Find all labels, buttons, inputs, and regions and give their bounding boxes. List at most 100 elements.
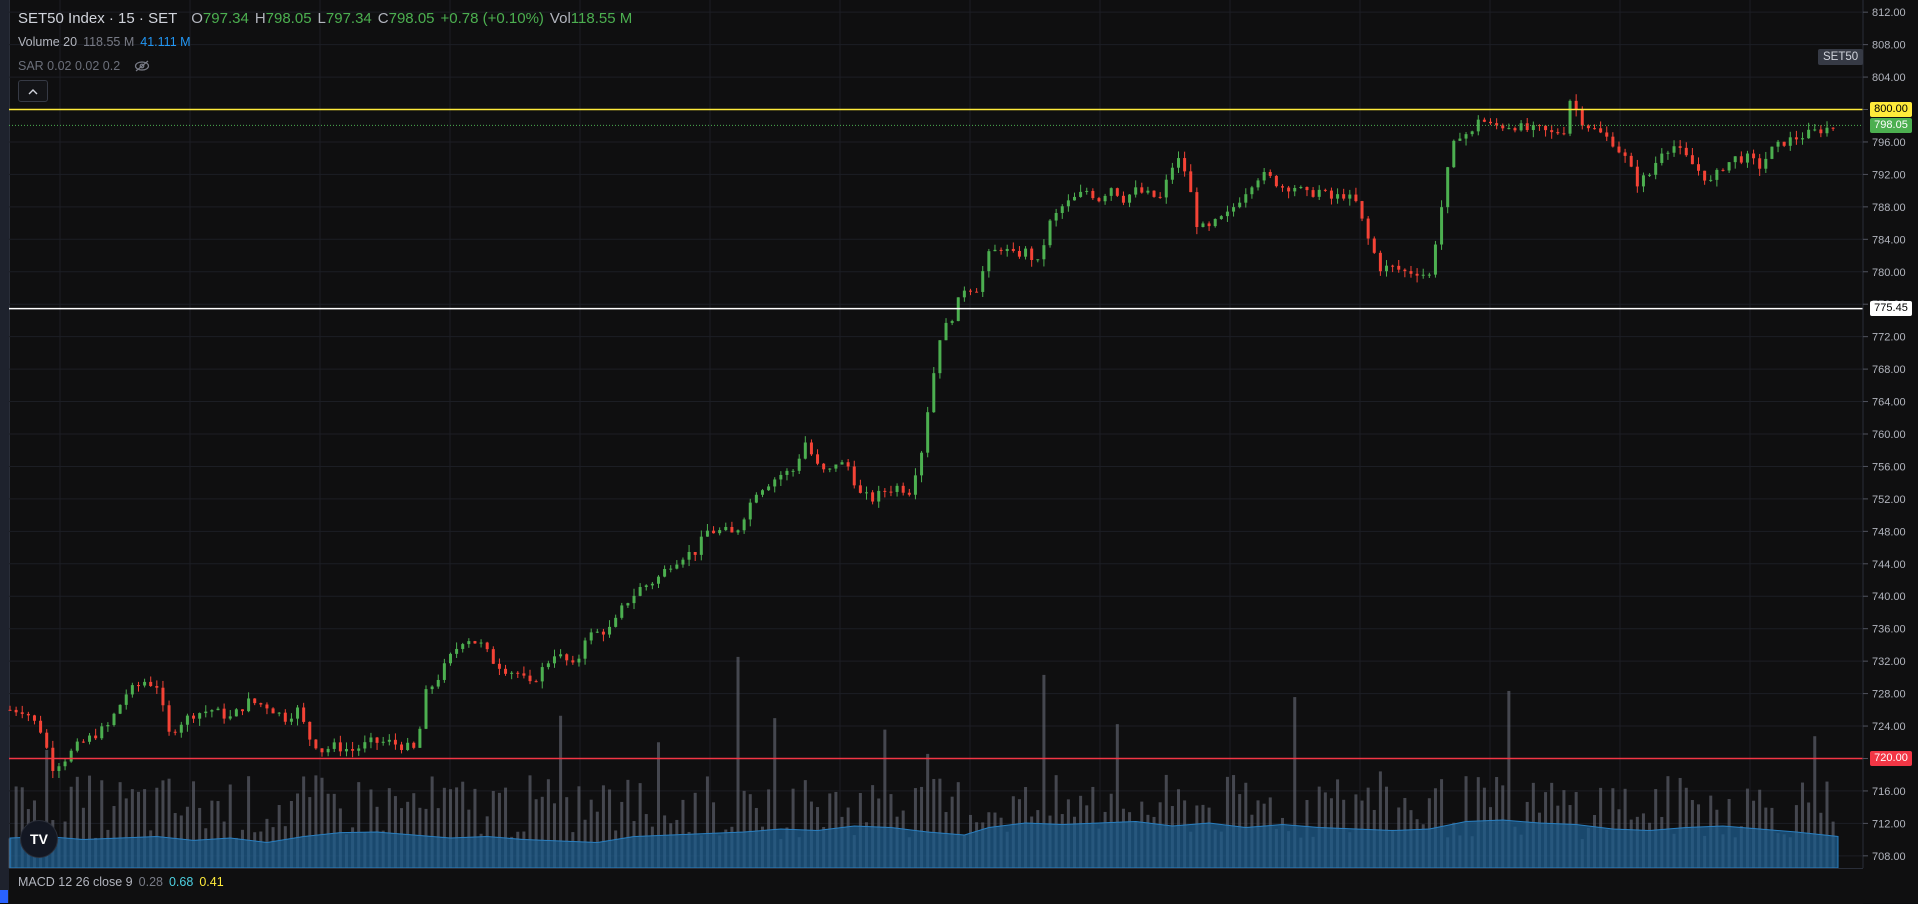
candle-body <box>302 707 306 722</box>
symbol-legend[interactable]: SET50 Index · 15 · SET O797.34 H798.05 L… <box>18 10 632 27</box>
volume-indicator-label[interactable]: Volume 20 <box>18 35 78 49</box>
candle-body <box>1764 158 1768 169</box>
candle-body <box>1476 119 1480 132</box>
volume-bar <box>497 792 501 868</box>
left-toolbar[interactable] <box>0 0 10 903</box>
volume-bar <box>595 811 599 868</box>
candle-body <box>748 502 752 520</box>
candle-body <box>136 685 140 687</box>
candle-body <box>124 694 128 705</box>
symbol-title[interactable]: SET50 Index · 15 · SET <box>18 10 178 27</box>
volume-bar <box>1678 777 1682 868</box>
collapse-legend-button[interactable] <box>18 80 48 102</box>
volume-bar <box>1232 775 1236 868</box>
scroll-marker[interactable] <box>0 890 8 903</box>
volume-bar <box>1042 674 1046 868</box>
volume-bar <box>1825 781 1829 868</box>
hidden-eye-icon[interactable] <box>134 60 150 72</box>
candle-body <box>1703 170 1707 181</box>
candle-body <box>669 568 673 570</box>
candle-body <box>552 656 556 664</box>
candle-body <box>1177 158 1181 168</box>
volume-bar <box>247 776 251 868</box>
candle-body <box>461 644 465 649</box>
volume-legend[interactable]: Volume 20 118.55 M 41.111 M <box>18 35 191 49</box>
volume-bar <box>302 776 306 868</box>
candle-body <box>1617 146 1621 153</box>
volume-bar <box>883 729 887 868</box>
candle-body <box>895 485 899 492</box>
volume-bar <box>192 781 196 868</box>
axis-tick-label: 752.00 <box>1872 494 1906 506</box>
candle-body <box>571 660 575 663</box>
candle-body <box>1091 190 1095 199</box>
candle-body <box>1452 140 1456 168</box>
tradingview-logo[interactable]: TV <box>20 820 58 858</box>
open-value: 797.34 <box>202 10 249 27</box>
volume-bar <box>534 799 538 868</box>
macd-indicator-label[interactable]: MACD 12 26 close 9 <box>18 875 133 889</box>
macd-pane[interactable] <box>9 868 1863 904</box>
candle-body <box>1629 155 1633 167</box>
sar-legend[interactable]: SAR 0.02 0.02 0.2 <box>18 59 150 73</box>
axis-tick-label: 716.00 <box>1872 786 1906 798</box>
candle-body <box>1813 129 1817 131</box>
candle-body <box>1354 194 1358 202</box>
candle-body <box>773 479 777 487</box>
candle-body <box>75 741 79 751</box>
macd-legend[interactable]: MACD 12 26 close 9 0.28 0.68 0.41 <box>18 875 224 889</box>
axis-tick-label: 732.00 <box>1872 656 1906 668</box>
volume-bar <box>1336 779 1340 868</box>
candle-body <box>1317 189 1321 197</box>
price-tag-800.00: 800.00 <box>1870 102 1912 117</box>
candle-body <box>344 749 348 752</box>
candle-body <box>1586 125 1590 129</box>
candle-body <box>1788 137 1792 146</box>
candle-body <box>1648 174 1652 176</box>
candle-body <box>277 712 281 714</box>
candle-body <box>222 708 226 719</box>
candle-body <box>968 290 972 292</box>
candle-body <box>1641 175 1645 187</box>
candle-body <box>289 718 293 722</box>
volume-bar <box>387 788 391 868</box>
candle-body <box>192 715 196 719</box>
volume-bar <box>938 778 942 868</box>
candle-body <box>240 709 244 712</box>
candle-body <box>1684 147 1688 156</box>
candle-body <box>1513 128 1517 131</box>
candle-body <box>1219 216 1223 220</box>
volume-bar <box>1115 724 1119 868</box>
candle-body <box>1085 190 1089 192</box>
candle-body <box>1017 250 1021 257</box>
candle-body <box>1690 155 1694 165</box>
candle-body <box>1329 190 1333 199</box>
candle-body <box>663 568 667 577</box>
candle-body <box>1482 119 1486 122</box>
volume-bar <box>601 785 605 868</box>
candle-body <box>234 709 238 717</box>
candle-body <box>614 617 618 627</box>
open-label: O <box>191 10 203 27</box>
candle-body <box>1556 132 1560 134</box>
candle-body <box>650 583 654 586</box>
candle-body <box>375 737 379 743</box>
candle-body <box>1378 252 1382 272</box>
candle-body <box>1825 127 1829 134</box>
candle-body <box>724 526 728 531</box>
candle-body <box>767 486 771 491</box>
candle-body <box>1654 162 1658 175</box>
candle-body <box>32 715 36 721</box>
candle-body <box>296 707 300 719</box>
candle-body <box>1421 274 1425 276</box>
candle-body <box>1207 223 1211 227</box>
sar-indicator-label[interactable]: SAR 0.02 0.02 0.2 <box>18 59 121 73</box>
candle-body <box>448 653 452 664</box>
candle-body <box>1611 136 1615 147</box>
candle-body <box>1770 146 1774 159</box>
candle-body <box>412 742 416 748</box>
volume-bar <box>308 797 312 868</box>
volume-bar <box>100 780 104 868</box>
candle-body <box>1385 265 1389 272</box>
